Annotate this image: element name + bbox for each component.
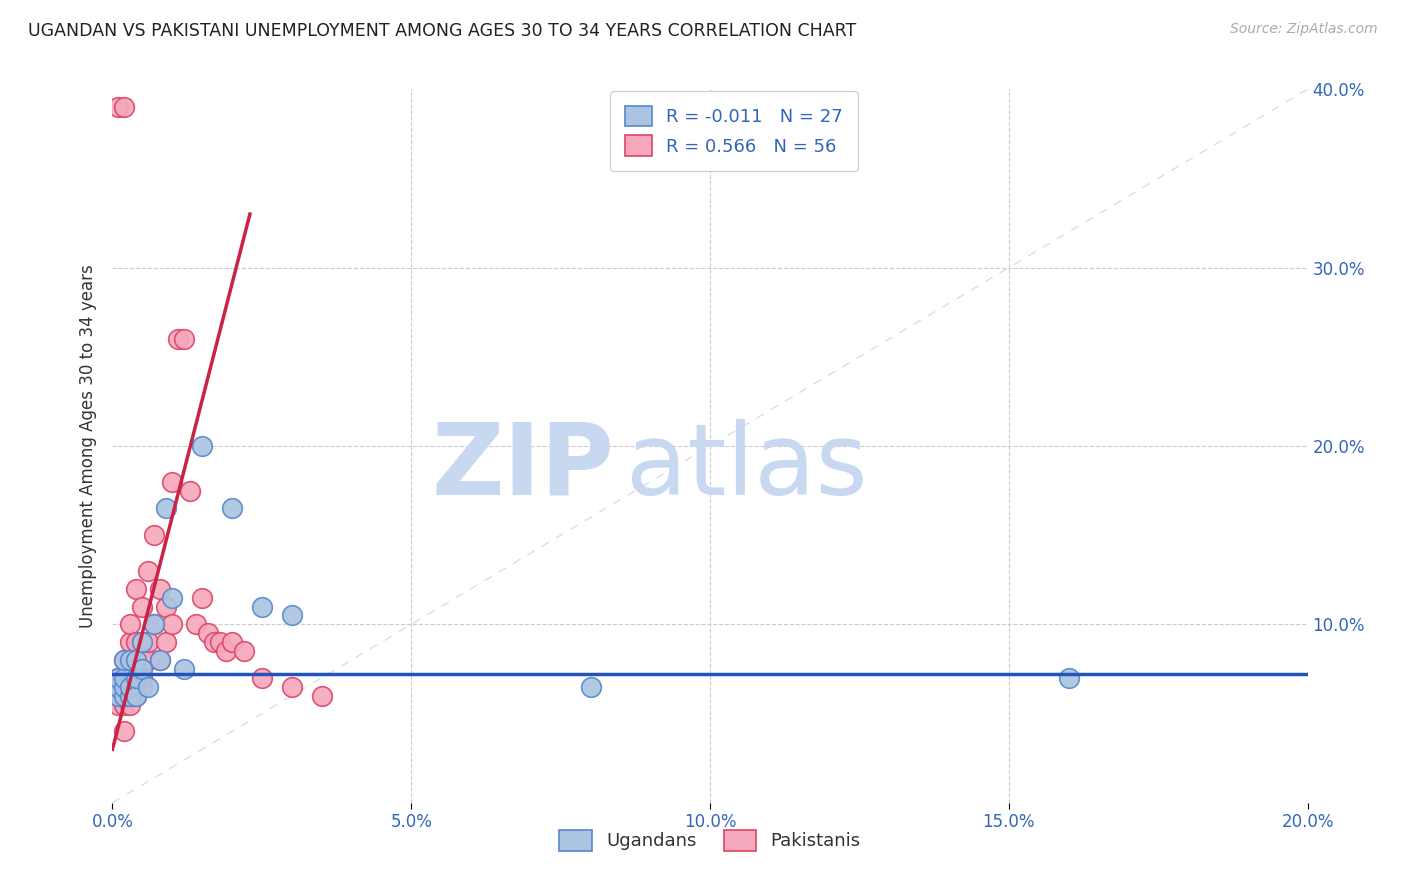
- Point: [125, 689, 148, 703]
- Point: [131, 635, 153, 649]
- Point: [221, 501, 243, 516]
- Point: [131, 680, 153, 694]
- Point: [125, 689, 148, 703]
- Point: [209, 635, 232, 649]
- Point: [120, 689, 142, 703]
- Y-axis label: Unemployment Among Ages 30 to 34 years: Unemployment Among Ages 30 to 34 years: [79, 264, 97, 628]
- Point: [281, 608, 304, 623]
- Text: Source: ZipAtlas.com: Source: ZipAtlas.com: [1230, 22, 1378, 37]
- Point: [107, 671, 129, 685]
- Point: [191, 439, 214, 453]
- Point: [114, 671, 135, 685]
- Point: [250, 599, 273, 614]
- Point: [107, 680, 129, 694]
- Point: [197, 626, 219, 640]
- Text: ZIP: ZIP: [432, 419, 614, 516]
- Text: atlas: atlas: [627, 419, 868, 516]
- Point: [202, 635, 225, 649]
- Point: [233, 644, 256, 658]
- Point: [167, 332, 190, 346]
- Point: [120, 617, 142, 632]
- Point: [143, 528, 166, 542]
- Legend: Ugandans, Pakistanis: Ugandans, Pakistanis: [546, 815, 875, 865]
- Point: [215, 644, 238, 658]
- Point: [120, 671, 142, 685]
- Point: [131, 653, 153, 667]
- Point: [125, 653, 148, 667]
- Point: [107, 689, 129, 703]
- Point: [125, 653, 148, 667]
- Point: [107, 689, 129, 703]
- Point: [179, 483, 201, 498]
- Point: [114, 653, 135, 667]
- Point: [114, 653, 135, 667]
- Point: [107, 674, 129, 689]
- Point: [125, 635, 148, 649]
- Point: [107, 698, 129, 712]
- Point: [131, 635, 153, 649]
- Point: [138, 635, 160, 649]
- Point: [143, 617, 166, 632]
- Point: [155, 501, 177, 516]
- Point: [114, 671, 135, 685]
- Point: [120, 635, 142, 649]
- Point: [114, 100, 135, 114]
- Point: [162, 475, 183, 489]
- Point: [149, 582, 172, 596]
- Point: [250, 671, 273, 685]
- Point: [162, 617, 183, 632]
- Point: [114, 724, 135, 739]
- Point: [114, 689, 135, 703]
- Point: [281, 680, 304, 694]
- Point: [155, 635, 177, 649]
- Point: [125, 671, 148, 685]
- Point: [107, 671, 129, 685]
- Point: [138, 653, 160, 667]
- Point: [131, 662, 153, 676]
- Point: [191, 591, 214, 605]
- Point: [173, 332, 195, 346]
- Point: [579, 680, 602, 694]
- Point: [107, 100, 129, 114]
- Point: [120, 653, 142, 667]
- Point: [1057, 671, 1080, 685]
- Point: [107, 680, 129, 694]
- Point: [155, 599, 177, 614]
- Point: [149, 653, 172, 667]
- Point: [162, 591, 183, 605]
- Point: [125, 582, 148, 596]
- Point: [149, 653, 172, 667]
- Point: [221, 635, 243, 649]
- Point: [125, 671, 148, 685]
- Text: UGANDAN VS PAKISTANI UNEMPLOYMENT AMONG AGES 30 TO 34 YEARS CORRELATION CHART: UGANDAN VS PAKISTANI UNEMPLOYMENT AMONG …: [28, 22, 856, 40]
- Point: [311, 689, 333, 703]
- Point: [114, 689, 135, 703]
- Point: [173, 662, 195, 676]
- Point: [120, 680, 142, 694]
- Point: [114, 698, 135, 712]
- Point: [120, 680, 142, 694]
- Point: [125, 680, 148, 694]
- Point: [120, 653, 142, 667]
- Point: [131, 671, 153, 685]
- Point: [138, 680, 160, 694]
- Point: [143, 617, 166, 632]
- Point: [186, 617, 208, 632]
- Point: [120, 698, 142, 712]
- Point: [114, 680, 135, 694]
- Point: [114, 680, 135, 694]
- Point: [131, 599, 153, 614]
- Point: [138, 564, 160, 578]
- Point: [120, 689, 142, 703]
